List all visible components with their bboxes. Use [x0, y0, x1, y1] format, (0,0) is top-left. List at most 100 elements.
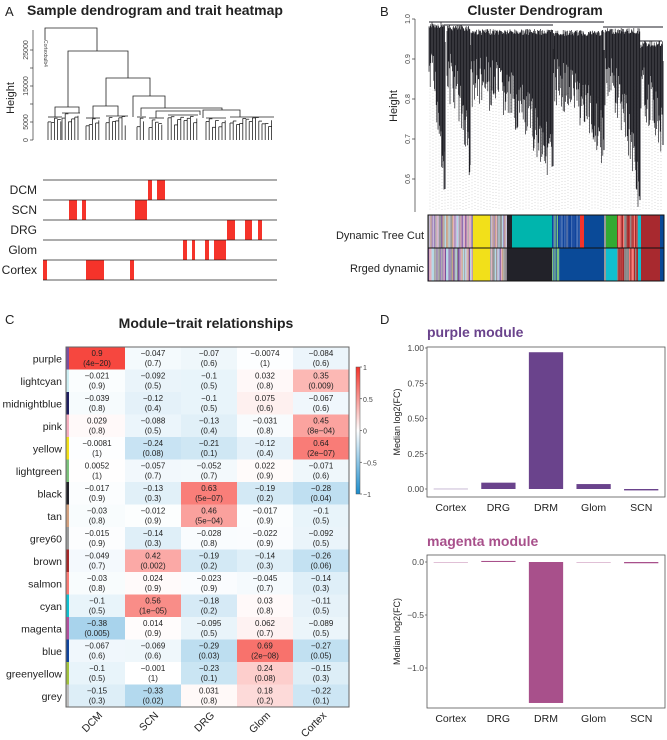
- module-color-stripe: [460, 248, 462, 281]
- module-color-swatch: [66, 617, 69, 640]
- bar: [576, 562, 611, 563]
- correlation-value: −0.14: [311, 574, 332, 583]
- panel-d-bar-charts: purple module Median log2(FC) Cortex DRG DRM…: [392, 324, 666, 725]
- heatmap-cell: [69, 662, 126, 685]
- heatmap-cell: [125, 347, 182, 370]
- tree-branch: [132, 95, 166, 117]
- module-color-stripe: [554, 215, 556, 248]
- heatmap-row-salmon: salmon −0.03(0.8)0.024(0.9)−0.023(0.9)−0.…: [28, 572, 350, 595]
- p-value: (0.04): [311, 494, 332, 503]
- module-color-stripe: [431, 215, 433, 248]
- module-color-stripe: [618, 248, 620, 281]
- module-color-stripe: [437, 248, 439, 281]
- module-color-stripe: [450, 215, 453, 248]
- bar-category-label: DRG: [487, 713, 510, 725]
- correlation-value: −0.14: [255, 552, 276, 561]
- bar-chart-ytick: −0.5: [407, 610, 424, 620]
- module-color-stripe: [468, 215, 471, 248]
- p-value: (0.4): [201, 427, 218, 436]
- p-value: (0.8): [89, 404, 106, 413]
- module-color-swatch: [66, 527, 69, 550]
- module-color-stripe: [552, 248, 554, 281]
- heatmap-cell: [181, 392, 238, 415]
- module-color-stripe: [493, 215, 495, 248]
- correlation-value: −0.15: [311, 664, 332, 673]
- correlation-value: −0.012: [141, 507, 166, 516]
- module-color-swatch: [66, 504, 69, 527]
- correlation-value: −0.092: [309, 529, 334, 538]
- heatmap-row-tan: tan −0.03(0.8)−0.012(0.9)0.46(5e−04)−0.01…: [47, 504, 350, 528]
- module-color-stripe: [428, 248, 430, 281]
- correlation-value: −0.24: [143, 439, 164, 448]
- module-color-stripe: [466, 248, 468, 281]
- heatmap-cell: [237, 437, 294, 460]
- heatmap-column-label: Cortex: [299, 709, 330, 740]
- heatmap-cell: [181, 369, 238, 393]
- module-color-stripe: [471, 248, 473, 281]
- p-value: (0.9): [89, 494, 106, 503]
- p-value: (0.5): [145, 427, 162, 436]
- p-value: (0.3): [145, 539, 162, 548]
- panel-b-ytick: 1.0: [405, 14, 412, 24]
- module-color-stripe: [573, 215, 575, 248]
- module-color-stripe: [434, 215, 436, 248]
- module-color-stripe: [431, 248, 433, 281]
- module-color-block: [660, 248, 664, 281]
- module-color-stripe: [627, 215, 630, 248]
- module-color-stripe: [461, 248, 463, 281]
- module-color-stripe: [562, 215, 565, 248]
- correlation-value: −0.052: [197, 462, 222, 471]
- module-color-stripe: [440, 248, 442, 281]
- p-value: (0.8): [201, 697, 218, 706]
- p-value: (0.8): [201, 539, 218, 548]
- module-color-stripe: [500, 248, 503, 281]
- correlation-value: −0.1: [89, 664, 105, 673]
- heatmap-cell: [293, 572, 350, 595]
- p-value: (0.9): [145, 517, 162, 526]
- heatmap-cell: [293, 504, 350, 528]
- module-color-block: [604, 215, 606, 248]
- heatmap-row-lightcyan: lightcyan −0.021(0.9)−0.092(0.5)−0.1(0.5)…: [21, 369, 350, 393]
- module-color-stripe: [453, 248, 455, 281]
- module-color-stripe: [442, 215, 444, 248]
- correlation-value: −0.07: [199, 349, 220, 358]
- p-value: (0.2): [257, 697, 274, 706]
- correlation-value: −0.084: [309, 349, 334, 358]
- p-value: (0.4): [145, 404, 162, 413]
- heatmap-cell: [125, 549, 182, 573]
- panel-b-ytick: 0.9: [405, 54, 412, 64]
- module-color-stripe: [558, 248, 560, 281]
- module-color-stripe: [631, 215, 633, 248]
- module-color-stripe: [553, 215, 555, 248]
- module-color-stripe: [490, 248, 492, 281]
- module-color-stripe: [564, 215, 566, 248]
- trait-sample-mark: [135, 200, 147, 220]
- trait-sample-mark: [205, 240, 209, 260]
- bar-chart-ytick: 0.00: [407, 484, 424, 494]
- correlation-value: −0.1: [201, 372, 217, 381]
- module-color-stripe: [498, 248, 500, 281]
- heatmap-row-grey60: grey60 −0.015(0.9)−0.14(0.3)−0.028(0.8)−0…: [30, 527, 350, 550]
- correlation-value: −0.22: [311, 687, 332, 696]
- correlation-value: 0.0052: [85, 462, 110, 471]
- module-label: lightcyan: [21, 376, 63, 388]
- correlation-value: −0.089: [309, 619, 334, 628]
- module-color-block: [584, 215, 604, 248]
- correlation-value: −0.047: [141, 349, 166, 358]
- correlation-value: 0.45: [313, 417, 329, 426]
- trait-label-dcm: DCM: [10, 183, 37, 197]
- module-color-stripe: [561, 215, 563, 248]
- heatmap-cell: [125, 617, 182, 640]
- correlation-value: 0.9: [91, 349, 103, 358]
- heatmap-cell: [125, 482, 182, 505]
- trait-sample-mark: [86, 260, 104, 280]
- panel-b-tree: [428, 21, 664, 210]
- heatmap-cell: [69, 437, 126, 460]
- bar-category-label: Cortex: [435, 502, 467, 514]
- module-color-stripe: [462, 248, 465, 281]
- module-color-stripe: [623, 215, 625, 248]
- p-value: (0.6): [201, 359, 218, 368]
- module-color-stripe: [625, 248, 627, 281]
- module-color-stripe: [444, 215, 447, 248]
- trait-sample-mark: [157, 180, 165, 200]
